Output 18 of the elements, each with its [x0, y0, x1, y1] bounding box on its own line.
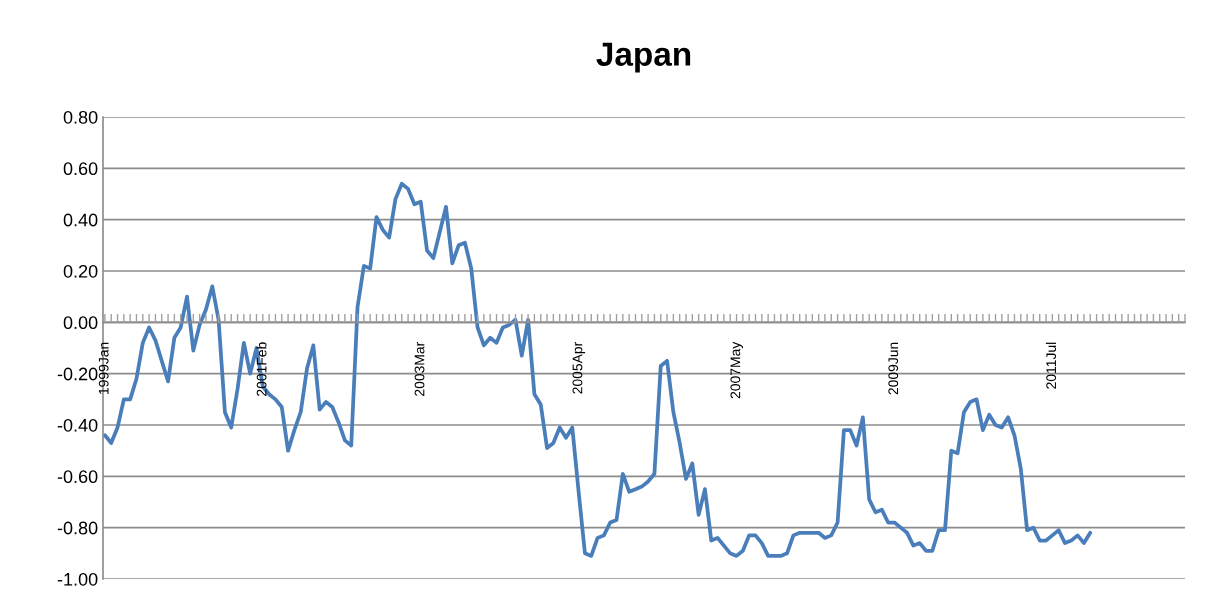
y-tick-label: -0.60	[57, 470, 98, 484]
x-tick-label: 2009Jun	[888, 342, 899, 395]
x-tick-label: 2001Feb	[256, 342, 267, 396]
y-tick-label: -0.20	[57, 367, 98, 381]
x-tick-label: 2003Mar	[414, 342, 425, 396]
y-tick-label: -0.80	[57, 521, 98, 535]
x-tick-label: 2011Jul	[1045, 342, 1057, 389]
x-tick-label: 2007May	[730, 341, 744, 399]
x-tick-label: 2005Apr	[572, 342, 586, 394]
y-tick-label: 0.20	[63, 264, 98, 278]
y-tick-label: 0.60	[63, 162, 98, 176]
chart-title: Japan	[596, 42, 691, 73]
y-tick-label: 0.00	[63, 316, 98, 330]
y-tick-label: 0.40	[63, 213, 98, 227]
x-tick-label: 1999Jan	[98, 342, 109, 394]
y-tick-label: -0.40	[57, 418, 98, 432]
y-tick-label: 0.80	[63, 110, 98, 124]
y-tick-label: -1.00	[57, 572, 98, 586]
